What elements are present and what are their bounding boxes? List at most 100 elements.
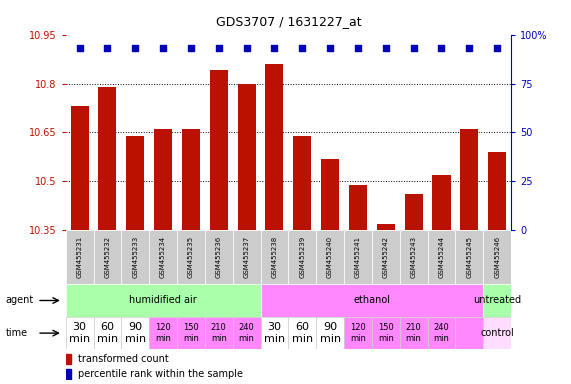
Bar bbox=[316, 230, 344, 284]
Point bbox=[159, 45, 168, 51]
Bar bbox=[66, 317, 94, 349]
Bar bbox=[344, 230, 372, 284]
Text: GSM455244: GSM455244 bbox=[439, 236, 444, 278]
Bar bbox=[488, 152, 506, 230]
Point bbox=[353, 45, 363, 51]
Text: 120
min: 120 min bbox=[350, 323, 366, 343]
Text: 30
min: 30 min bbox=[264, 322, 285, 344]
Bar bbox=[126, 136, 144, 230]
Bar bbox=[122, 317, 149, 349]
Text: GDS3707 / 1631227_at: GDS3707 / 1631227_at bbox=[215, 15, 361, 28]
Bar bbox=[66, 369, 71, 379]
Bar bbox=[260, 284, 483, 317]
Bar bbox=[94, 317, 122, 349]
Bar bbox=[238, 84, 256, 230]
Bar bbox=[233, 317, 260, 349]
Bar bbox=[266, 64, 283, 230]
Bar bbox=[233, 230, 260, 284]
Bar bbox=[483, 284, 511, 317]
Point bbox=[242, 45, 251, 51]
Text: GSM455232: GSM455232 bbox=[104, 236, 110, 278]
Bar bbox=[344, 317, 372, 349]
Text: 150
min: 150 min bbox=[183, 323, 199, 343]
Text: GSM455241: GSM455241 bbox=[355, 236, 361, 278]
Point bbox=[186, 45, 195, 51]
Text: humidified air: humidified air bbox=[129, 295, 197, 306]
Bar bbox=[205, 317, 233, 349]
Bar bbox=[260, 230, 288, 284]
Bar bbox=[122, 230, 149, 284]
Bar bbox=[456, 317, 483, 349]
Bar bbox=[349, 185, 367, 230]
Text: 60
min: 60 min bbox=[97, 322, 118, 344]
Bar bbox=[66, 230, 94, 284]
Text: GSM455233: GSM455233 bbox=[132, 236, 138, 278]
Bar bbox=[405, 195, 423, 230]
Text: 210
min: 210 min bbox=[211, 323, 227, 343]
Bar bbox=[149, 317, 177, 349]
Point bbox=[465, 45, 474, 51]
Point bbox=[131, 45, 140, 51]
Point bbox=[103, 45, 112, 51]
Text: GSM455238: GSM455238 bbox=[271, 236, 278, 278]
Bar bbox=[460, 129, 478, 230]
Bar bbox=[66, 284, 260, 317]
Bar bbox=[483, 317, 511, 349]
Bar bbox=[71, 106, 89, 230]
Bar bbox=[456, 230, 483, 284]
Bar bbox=[400, 230, 428, 284]
Text: GSM455239: GSM455239 bbox=[299, 236, 305, 278]
Text: 90
min: 90 min bbox=[320, 322, 341, 344]
Bar bbox=[66, 354, 71, 364]
Text: 150
min: 150 min bbox=[378, 323, 394, 343]
Bar bbox=[400, 317, 428, 349]
Text: percentile rank within the sample: percentile rank within the sample bbox=[78, 369, 243, 379]
Text: GSM455240: GSM455240 bbox=[327, 236, 333, 278]
Text: GSM455246: GSM455246 bbox=[494, 236, 500, 278]
Text: ethanol: ethanol bbox=[353, 295, 391, 306]
Bar bbox=[177, 317, 205, 349]
Text: control: control bbox=[480, 328, 514, 338]
Point bbox=[437, 45, 446, 51]
Text: 210
min: 210 min bbox=[405, 323, 421, 343]
Bar bbox=[372, 230, 400, 284]
Text: GSM455235: GSM455235 bbox=[188, 236, 194, 278]
Text: 240
min: 240 min bbox=[239, 323, 255, 343]
Bar bbox=[94, 230, 122, 284]
Text: 30
min: 30 min bbox=[69, 322, 90, 344]
Point bbox=[75, 45, 84, 51]
Bar bbox=[483, 230, 511, 284]
Bar bbox=[316, 317, 344, 349]
Text: 90
min: 90 min bbox=[124, 322, 146, 344]
Point bbox=[325, 45, 335, 51]
Text: transformed count: transformed count bbox=[78, 354, 168, 364]
Text: GSM455231: GSM455231 bbox=[77, 236, 83, 278]
Bar bbox=[98, 87, 116, 230]
Text: GSM455237: GSM455237 bbox=[244, 236, 250, 278]
Point bbox=[409, 45, 418, 51]
Text: 120
min: 120 min bbox=[155, 323, 171, 343]
Bar bbox=[428, 317, 456, 349]
Bar bbox=[377, 224, 395, 230]
Text: time: time bbox=[6, 328, 28, 338]
Bar bbox=[260, 317, 288, 349]
Point bbox=[214, 45, 223, 51]
Text: 60
min: 60 min bbox=[292, 322, 313, 344]
Bar bbox=[321, 159, 339, 230]
Point bbox=[297, 45, 307, 51]
Bar bbox=[205, 230, 233, 284]
Bar bbox=[293, 136, 311, 230]
Bar bbox=[428, 230, 456, 284]
Text: untreated: untreated bbox=[473, 295, 521, 306]
Bar bbox=[432, 175, 451, 230]
Bar bbox=[288, 230, 316, 284]
Text: GSM455245: GSM455245 bbox=[467, 236, 472, 278]
Text: GSM455236: GSM455236 bbox=[216, 236, 222, 278]
Point bbox=[493, 45, 502, 51]
Text: GSM455243: GSM455243 bbox=[411, 236, 417, 278]
Bar bbox=[288, 317, 316, 349]
Bar bbox=[210, 71, 228, 230]
Text: agent: agent bbox=[6, 295, 34, 306]
Text: 240
min: 240 min bbox=[433, 323, 449, 343]
Point bbox=[381, 45, 391, 51]
